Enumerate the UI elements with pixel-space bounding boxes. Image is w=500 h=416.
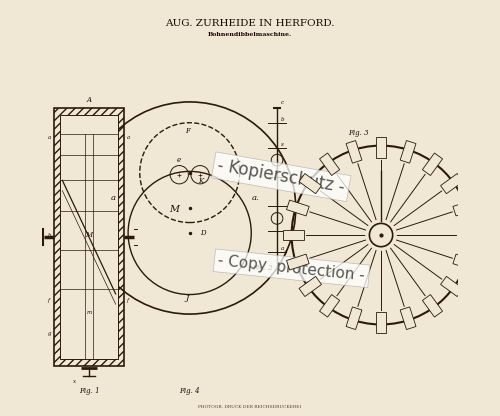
Circle shape: [271, 154, 283, 166]
Text: Bohnendibbelmaschine.: Bohnendibbelmaschine.: [208, 32, 292, 37]
Bar: [60, 115, 118, 359]
Polygon shape: [299, 173, 322, 194]
Text: a.: a.: [252, 194, 260, 202]
Circle shape: [271, 213, 283, 224]
Text: a: a: [126, 135, 130, 140]
Polygon shape: [286, 200, 309, 216]
Text: f: f: [126, 297, 128, 302]
Text: M: M: [86, 231, 92, 239]
Polygon shape: [320, 295, 340, 317]
Text: a: a: [281, 245, 284, 250]
Polygon shape: [440, 276, 463, 297]
Text: Fig. 3: Fig. 3: [348, 129, 368, 137]
Bar: [54, 108, 125, 366]
Polygon shape: [400, 307, 416, 329]
Text: b: b: [281, 116, 284, 121]
Text: - Copy  protection -: - Copy protection -: [218, 253, 366, 283]
Text: AUG. ZURHEIDE IN HERFORD.: AUG. ZURHEIDE IN HERFORD.: [165, 19, 335, 28]
Text: m: m: [86, 310, 92, 315]
Text: 4: 4: [284, 250, 286, 255]
Circle shape: [365, 219, 397, 251]
Text: b: b: [48, 233, 51, 238]
Polygon shape: [299, 276, 322, 297]
Text: g: g: [48, 331, 51, 336]
Text: s: s: [281, 141, 284, 146]
Bar: [54, 108, 125, 366]
Text: x: x: [74, 379, 76, 384]
Text: K: K: [198, 177, 203, 185]
Text: M: M: [169, 205, 179, 214]
Polygon shape: [346, 141, 362, 163]
Polygon shape: [376, 312, 386, 333]
Bar: [60, 115, 118, 359]
Polygon shape: [422, 295, 442, 317]
Text: - Kopierschutz -: - Kopierschutz -: [216, 157, 346, 197]
Text: PHOTOGR. DRUCK DER REICHSDRUCKEREI: PHOTOGR. DRUCK DER REICHSDRUCKEREI: [198, 404, 302, 409]
Polygon shape: [453, 254, 475, 270]
Text: Fig. 2: Fig. 2: [252, 265, 272, 272]
Polygon shape: [422, 153, 442, 176]
Text: c: c: [281, 100, 284, 105]
Text: a: a: [110, 194, 116, 202]
Text: A: A: [86, 96, 92, 104]
Polygon shape: [286, 254, 309, 270]
Polygon shape: [400, 141, 416, 163]
Polygon shape: [440, 173, 463, 194]
Text: J: J: [186, 294, 189, 302]
Text: D: D: [200, 229, 205, 237]
Polygon shape: [346, 307, 362, 329]
Polygon shape: [458, 230, 479, 240]
Text: e: e: [177, 156, 182, 164]
Polygon shape: [376, 137, 386, 158]
Text: a: a: [48, 135, 50, 140]
Text: f: f: [48, 297, 50, 302]
Polygon shape: [320, 153, 340, 176]
Text: Fig. 1: Fig. 1: [78, 387, 100, 395]
Text: F: F: [186, 127, 190, 135]
Text: Fig. 4: Fig. 4: [180, 387, 200, 395]
Polygon shape: [284, 230, 304, 240]
Polygon shape: [453, 200, 475, 216]
